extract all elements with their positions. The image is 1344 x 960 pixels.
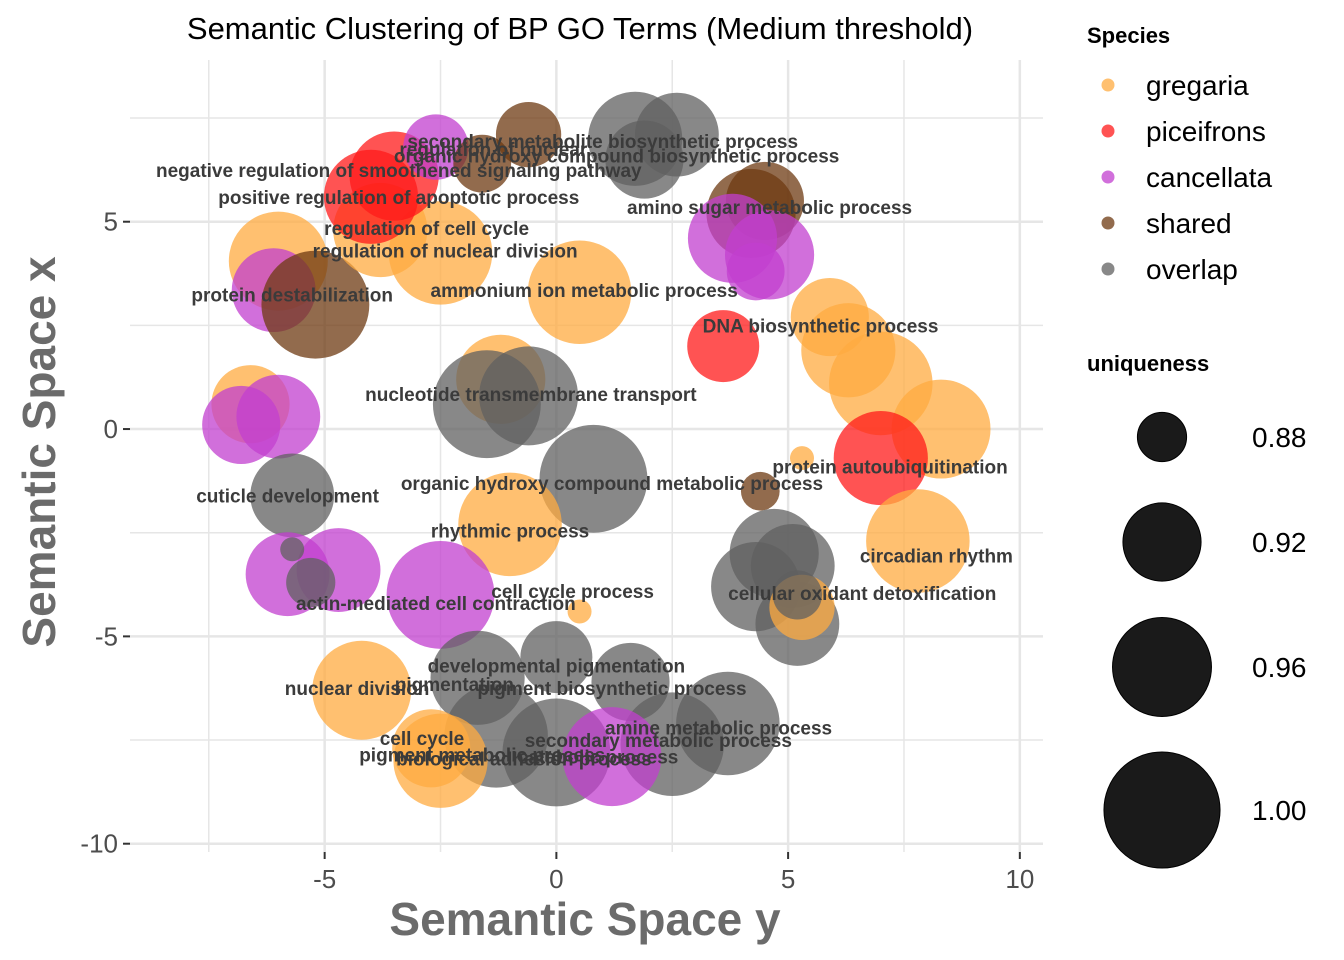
legend-species-title: Species bbox=[1087, 23, 1170, 48]
legend-size-key bbox=[1122, 502, 1202, 582]
bubble-overlap bbox=[539, 424, 648, 533]
bubble-shared bbox=[261, 250, 370, 359]
legend-size-label: 0.92 bbox=[1252, 527, 1307, 558]
legend-label-cancellata: cancellata bbox=[1146, 162, 1273, 193]
term-label: cellular oxidant detoxification bbox=[728, 584, 996, 605]
legend-size-label: 1.00 bbox=[1252, 795, 1307, 826]
term-label: biological adhesion process bbox=[396, 750, 652, 771]
term-label: catabolic process bbox=[518, 748, 679, 769]
term-label: circadian rhythm bbox=[860, 547, 1013, 568]
bubble-overlap bbox=[772, 570, 822, 620]
legend-key-gregaria bbox=[1101, 78, 1115, 92]
legend-label-shared: shared bbox=[1146, 208, 1232, 239]
legend-label-gregaria: gregaria bbox=[1146, 70, 1249, 101]
bubble-gregaria bbox=[790, 446, 815, 471]
y-tick-label: 0 bbox=[104, 414, 118, 444]
legend-key-piceifrons bbox=[1101, 124, 1115, 138]
legend-key-shared bbox=[1101, 216, 1115, 230]
bubble-cancellata bbox=[386, 540, 495, 649]
legend-key-overlap bbox=[1101, 262, 1115, 276]
term-label: negative regulation of smoothened signal… bbox=[156, 161, 642, 182]
bubble-overlap bbox=[250, 453, 335, 538]
bubble-gregaria bbox=[866, 489, 970, 593]
term-label: amine metabolic process bbox=[605, 719, 832, 740]
term-label: secondary metabolite biosynthetic proces… bbox=[407, 132, 798, 153]
bubble-overlap bbox=[280, 537, 305, 562]
term-label: protein destabilization bbox=[191, 285, 393, 306]
bubble-shared bbox=[495, 101, 562, 168]
term-label: nucleotide transmembrane transport bbox=[365, 385, 697, 406]
legend-key-cancellata bbox=[1101, 170, 1115, 184]
legend-species: gregaria piceifrons cancellata shared overla… bbox=[1101, 70, 1273, 285]
x-tick-label: 10 bbox=[1005, 864, 1034, 894]
legend-size-title: uniqueness bbox=[1087, 351, 1209, 376]
legend-label-piceifrons: piceifrons bbox=[1146, 116, 1266, 147]
term-label: protein autoubiquitination bbox=[772, 457, 1007, 478]
term-label: cuticle development bbox=[196, 486, 379, 507]
legend-size-key bbox=[1112, 617, 1212, 717]
term-label: ammonium ion metabolic process bbox=[431, 281, 738, 302]
bubble-cancellata bbox=[726, 242, 785, 301]
bubble-shared bbox=[453, 134, 512, 193]
legend-size-label: 0.88 bbox=[1252, 422, 1307, 453]
term-label: rhythmic process bbox=[431, 522, 589, 543]
term-label: nuclear division bbox=[285, 679, 430, 700]
x-axis-title: Semantic Space y bbox=[389, 893, 781, 945]
bubble-cancellata bbox=[202, 385, 281, 464]
bubble-piceifrons bbox=[833, 410, 928, 506]
term-label: pigment biosynthetic process bbox=[477, 679, 746, 700]
term-label: secondary metabolic process bbox=[525, 731, 792, 752]
bubble-shared bbox=[740, 471, 780, 511]
bubble-gregaria bbox=[388, 201, 493, 305]
term-label: organic hydroxy compound metabolic proce… bbox=[401, 474, 823, 495]
term-label: positive regulation of apoptotic process bbox=[218, 188, 579, 209]
legend-size-key bbox=[1103, 751, 1221, 869]
term-label: pigmentation bbox=[395, 675, 514, 696]
bubble-cancellata bbox=[562, 707, 662, 807]
bubble-overlap bbox=[432, 350, 541, 459]
bubble-gregaria bbox=[312, 640, 412, 740]
y-tick-label: -5 bbox=[95, 621, 118, 651]
bubble-overlap bbox=[520, 621, 593, 694]
bubble-overlap bbox=[605, 120, 684, 199]
legend-size-label: 0.96 bbox=[1252, 652, 1307, 683]
term-label: cell cycle process bbox=[491, 582, 654, 603]
legend-size: 0.88 0.92 0.96 1.00 bbox=[1103, 411, 1307, 869]
term-label: regulation of cell cycle bbox=[324, 219, 529, 240]
y-tick-label: 5 bbox=[104, 207, 118, 237]
bubble-gregaria bbox=[527, 240, 632, 344]
axes: -5 0 5 10 5 0 -5 -10 bbox=[80, 207, 1034, 894]
bubble-gregaria bbox=[567, 599, 592, 624]
legend: Species gregaria piceifrons cancellata shar… bbox=[1087, 23, 1307, 869]
term-label: amino sugar metabolic process bbox=[627, 198, 912, 219]
legend-size-key bbox=[1136, 411, 1188, 463]
x-tick-label: 5 bbox=[781, 864, 795, 894]
y-tick-label: -10 bbox=[80, 829, 118, 859]
legend-label-overlap: overlap bbox=[1146, 254, 1238, 285]
term-label: regulation of nuclear division bbox=[313, 242, 578, 263]
chart-title: Semantic Clustering of BP GO Terms (Medi… bbox=[187, 11, 973, 46]
x-tick-label: -5 bbox=[313, 864, 336, 894]
bubble-overlap bbox=[286, 557, 336, 608]
bubble-gregaria bbox=[458, 472, 562, 577]
term-label: organic hydroxy compound biosynthetic pr… bbox=[394, 146, 840, 167]
term-label: cell cycle bbox=[380, 729, 465, 750]
points bbox=[202, 91, 991, 808]
term-labels: secondary metabolite biosynthetic proces… bbox=[156, 132, 1013, 771]
bubble-gregaria bbox=[393, 713, 488, 808]
term-label: DNA biosynthetic process bbox=[703, 316, 939, 337]
y-axis-title: Semantic Space x bbox=[13, 256, 65, 648]
term-label: pigment metabolic process bbox=[359, 746, 605, 767]
term-label: regulation of nuclear... bbox=[399, 140, 602, 161]
term-label: developmental pigmentation bbox=[428, 656, 686, 677]
bubble-piceifrons bbox=[687, 310, 760, 383]
x-tick-label: 0 bbox=[549, 864, 563, 894]
bubble-cancellata bbox=[403, 114, 469, 180]
term-label: actin-mediated cell contraction bbox=[296, 594, 576, 615]
